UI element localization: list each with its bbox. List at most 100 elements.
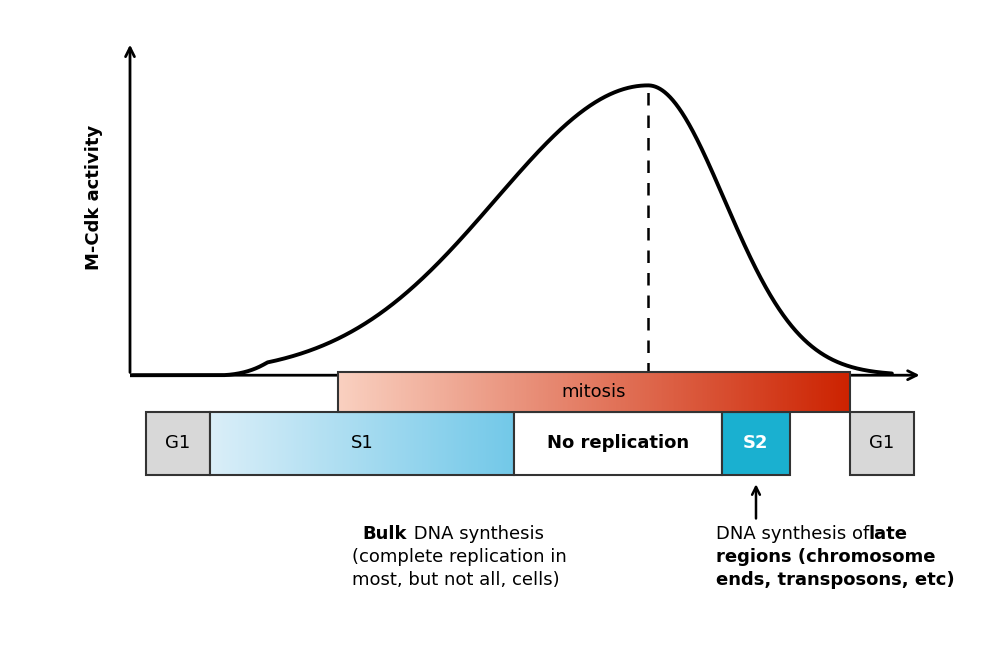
Bar	[500, 412, 501, 475]
Bar	[664, 372, 666, 412]
Bar	[435, 372, 437, 412]
Bar	[278, 412, 279, 475]
Bar	[387, 372, 390, 412]
Bar	[315, 412, 317, 475]
Bar	[237, 412, 239, 475]
Bar	[435, 412, 436, 475]
Bar	[626, 372, 629, 412]
Bar	[467, 412, 469, 475]
Bar	[307, 412, 309, 475]
Bar	[319, 412, 321, 475]
Text: Bulk: Bulk	[362, 525, 406, 542]
Bar	[343, 412, 344, 475]
Bar	[353, 372, 356, 412]
Text: DNA synthesis: DNA synthesis	[408, 525, 544, 542]
Bar	[301, 412, 303, 475]
Bar	[722, 412, 790, 475]
Bar	[754, 372, 757, 412]
Bar	[288, 412, 290, 475]
Bar	[340, 372, 342, 412]
Bar	[840, 372, 842, 412]
Bar	[362, 412, 364, 475]
Bar	[497, 412, 498, 475]
Bar	[271, 412, 272, 475]
Bar	[259, 412, 260, 475]
Bar	[601, 372, 603, 412]
Bar	[342, 412, 343, 475]
Bar	[727, 372, 729, 412]
Bar	[703, 372, 705, 412]
Bar	[317, 412, 319, 475]
Bar	[431, 412, 432, 475]
Bar	[413, 412, 414, 475]
Bar	[370, 412, 372, 475]
Bar	[645, 372, 647, 412]
Bar	[453, 412, 455, 475]
Bar	[389, 412, 391, 475]
Bar	[712, 372, 714, 412]
Bar	[326, 412, 327, 475]
Bar	[334, 412, 335, 475]
Bar	[669, 372, 671, 412]
Bar	[256, 412, 257, 475]
Bar	[469, 412, 471, 475]
Bar	[425, 372, 427, 412]
Bar	[771, 372, 774, 412]
Bar	[396, 372, 398, 412]
Bar	[444, 412, 446, 475]
Bar	[219, 412, 221, 475]
Bar	[536, 372, 538, 412]
Bar	[374, 372, 376, 412]
Bar	[287, 412, 289, 475]
Bar	[531, 372, 533, 412]
Bar	[440, 372, 443, 412]
Bar	[451, 412, 453, 475]
Bar	[427, 412, 428, 475]
Bar	[494, 412, 495, 475]
Bar	[841, 372, 844, 412]
Bar	[458, 412, 460, 475]
Bar	[507, 412, 508, 475]
Bar	[681, 372, 683, 412]
Bar	[533, 372, 535, 412]
Bar	[395, 412, 397, 475]
Bar	[620, 372, 622, 412]
Text: S2: S2	[743, 434, 769, 452]
Bar	[567, 372, 569, 412]
Bar	[239, 412, 241, 475]
Bar	[423, 372, 426, 412]
Bar	[410, 372, 412, 412]
Bar	[482, 412, 483, 475]
Bar	[299, 412, 301, 475]
Bar	[304, 412, 306, 475]
Bar	[731, 372, 733, 412]
Bar	[390, 412, 392, 475]
Bar	[329, 412, 330, 475]
Bar	[218, 412, 220, 475]
Bar	[386, 372, 388, 412]
Bar	[515, 372, 518, 412]
Bar	[357, 412, 358, 475]
Bar	[572, 372, 574, 412]
Bar	[321, 412, 323, 475]
Bar	[273, 412, 274, 475]
Bar	[265, 412, 266, 475]
Bar	[244, 412, 246, 475]
Bar	[529, 372, 531, 412]
Bar	[487, 412, 488, 475]
Bar	[611, 372, 613, 412]
Bar	[355, 412, 356, 475]
Bar	[649, 372, 651, 412]
Bar	[606, 372, 608, 412]
Bar	[621, 372, 624, 412]
Bar	[437, 372, 439, 412]
Bar	[695, 372, 697, 412]
Bar	[667, 372, 670, 412]
Bar	[517, 372, 519, 412]
Bar	[349, 412, 350, 475]
Bar	[364, 412, 366, 475]
Bar	[264, 412, 265, 475]
Bar	[696, 372, 699, 412]
Bar	[312, 412, 314, 475]
Bar	[484, 412, 485, 475]
